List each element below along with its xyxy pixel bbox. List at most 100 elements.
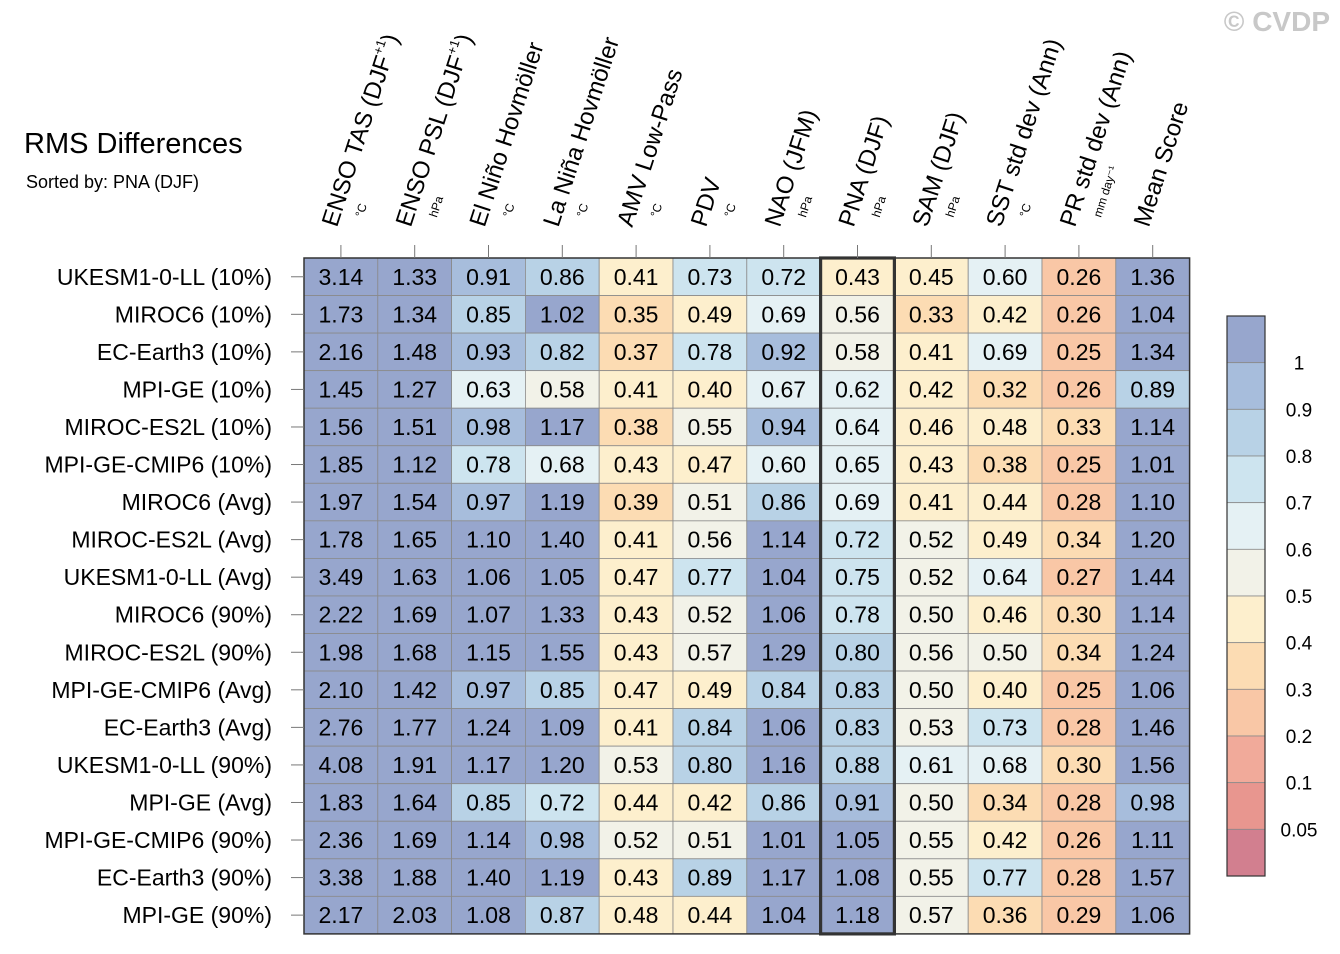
cell-value: 0.72 [540, 789, 585, 815]
heatmap-cell [672, 445, 748, 484]
heatmap-cell [377, 895, 452, 935]
heatmap-cell [1041, 820, 1117, 860]
colorbar-swatch [1226, 828, 1266, 877]
row-label: MIROC-ES2L (10%) [65, 414, 272, 440]
cell-value: 0.85 [466, 789, 511, 815]
cell-value: 0.34 [1057, 639, 1102, 665]
colorbar-swatch [1226, 735, 1266, 784]
cell-value: 0.53 [614, 752, 659, 778]
cell-value: 1.64 [392, 789, 437, 815]
heatmap-cell [377, 257, 452, 296]
cell-value: 0.56 [835, 301, 880, 327]
colorbar-label: 0.5 [1286, 587, 1312, 608]
heatmap-cell [1115, 858, 1191, 897]
colorbar-label: 0.05 [1281, 820, 1318, 841]
heatmap-cell [303, 745, 379, 785]
cell-value: 0.33 [1057, 414, 1102, 440]
heatmap-cell [451, 633, 526, 672]
cell-value: 0.45 [909, 264, 954, 290]
colorbar-swatch [1226, 595, 1266, 644]
column-unit: °C [574, 201, 592, 218]
cell-value: 1.97 [319, 489, 364, 515]
cell-value: 1.04 [1130, 301, 1175, 327]
heatmap-cells [303, 256, 1191, 936]
cell-value: 0.91 [835, 789, 880, 815]
heatmap-cell [1041, 895, 1117, 935]
cell-value: 0.89 [688, 865, 733, 891]
cell-value: 1.05 [540, 564, 585, 590]
row-label: MIROC6 (90%) [115, 602, 272, 628]
cell-value: 1.05 [835, 827, 880, 853]
cell-value: 0.43 [614, 639, 659, 665]
colorbar-label: 0.3 [1286, 680, 1312, 701]
row-label: MIROC-ES2L (90%) [65, 639, 272, 665]
heatmap-cell [377, 858, 452, 897]
cell-value: 1.14 [1130, 414, 1175, 440]
cell-value: 1.24 [1130, 639, 1175, 665]
cell-value: 0.44 [614, 789, 659, 815]
heatmap-cell [746, 895, 821, 935]
row-label: MIROC6 (10%) [115, 301, 272, 327]
cell-value: 0.33 [909, 301, 954, 327]
heatmap-border [303, 257, 1191, 935]
cell-value: 1.46 [1130, 714, 1175, 740]
heatmap-cell [1115, 520, 1191, 559]
heatmap-cell [303, 670, 379, 709]
cell-value: 1.14 [466, 827, 511, 853]
colorbar: 1 0.9 0.8 0.7 0.6 0.5 0.4 0.3 0.2 0.1 0.05 [1226, 315, 1318, 877]
cell-value: 0.63 [466, 376, 511, 402]
heatmap-cell [598, 407, 674, 447]
cell-value: 3.38 [319, 865, 364, 891]
row-label: MPI-GE (90%) [122, 902, 272, 928]
cell-value: 1.18 [835, 902, 880, 928]
cell-value: 0.32 [983, 376, 1028, 402]
cell-value: 0.46 [909, 414, 954, 440]
heatmap-cell [303, 332, 379, 372]
cell-value: 1.40 [466, 865, 511, 891]
heatmap-cell [1115, 670, 1191, 709]
cell-value: 0.60 [761, 452, 806, 478]
cell-value: 0.50 [983, 639, 1028, 665]
cell-value: 0.52 [909, 564, 954, 590]
heatmap-cell [672, 332, 748, 372]
cell-value: 1.17 [540, 414, 585, 440]
cell-value: 0.48 [983, 414, 1028, 440]
cell-value: 0.47 [614, 564, 659, 590]
cell-value: 0.42 [688, 789, 733, 815]
column-label: PNA (DJF) [834, 112, 895, 229]
cell-value: 0.78 [466, 452, 511, 478]
colorbar-label: 0.1 [1286, 774, 1312, 795]
heatmap-cell [1041, 783, 1117, 822]
heatmap-cell [672, 370, 748, 409]
cell-value: 3.49 [319, 564, 364, 590]
heatmap-cell [598, 520, 674, 559]
cell-value: 0.25 [1057, 452, 1102, 478]
cell-value: 0.97 [466, 489, 511, 515]
heatmap-cell [525, 407, 600, 447]
colorbar-border [1226, 315, 1266, 877]
cell-value: 0.75 [835, 564, 880, 590]
cell-value: 1.57 [1130, 865, 1175, 891]
heatmap-cell [820, 520, 895, 559]
cell-value: 0.50 [909, 677, 954, 703]
heatmap-cell [451, 895, 526, 935]
cell-value: 1.06 [1130, 902, 1175, 928]
cell-value: 1.09 [540, 714, 585, 740]
heatmap-cell [525, 895, 600, 935]
cell-value: 0.38 [983, 452, 1028, 478]
heatmap-cell [303, 783, 379, 822]
cell-value: 0.48 [614, 902, 659, 928]
column-unit: hPa [795, 194, 815, 219]
cell-value: 1.40 [540, 527, 585, 553]
heatmap-cell [525, 820, 600, 860]
cell-value: 1.55 [540, 639, 585, 665]
cell-value: 0.47 [688, 452, 733, 478]
heatmap-cell [746, 783, 821, 822]
cell-value: 0.65 [835, 452, 880, 478]
heatmap-cell [525, 520, 600, 559]
row-label: UKESM1-0-LL (10%) [57, 264, 272, 290]
cell-value: 0.88 [835, 752, 880, 778]
heatmap-cell [598, 670, 674, 709]
cell-value: 0.78 [688, 339, 733, 365]
